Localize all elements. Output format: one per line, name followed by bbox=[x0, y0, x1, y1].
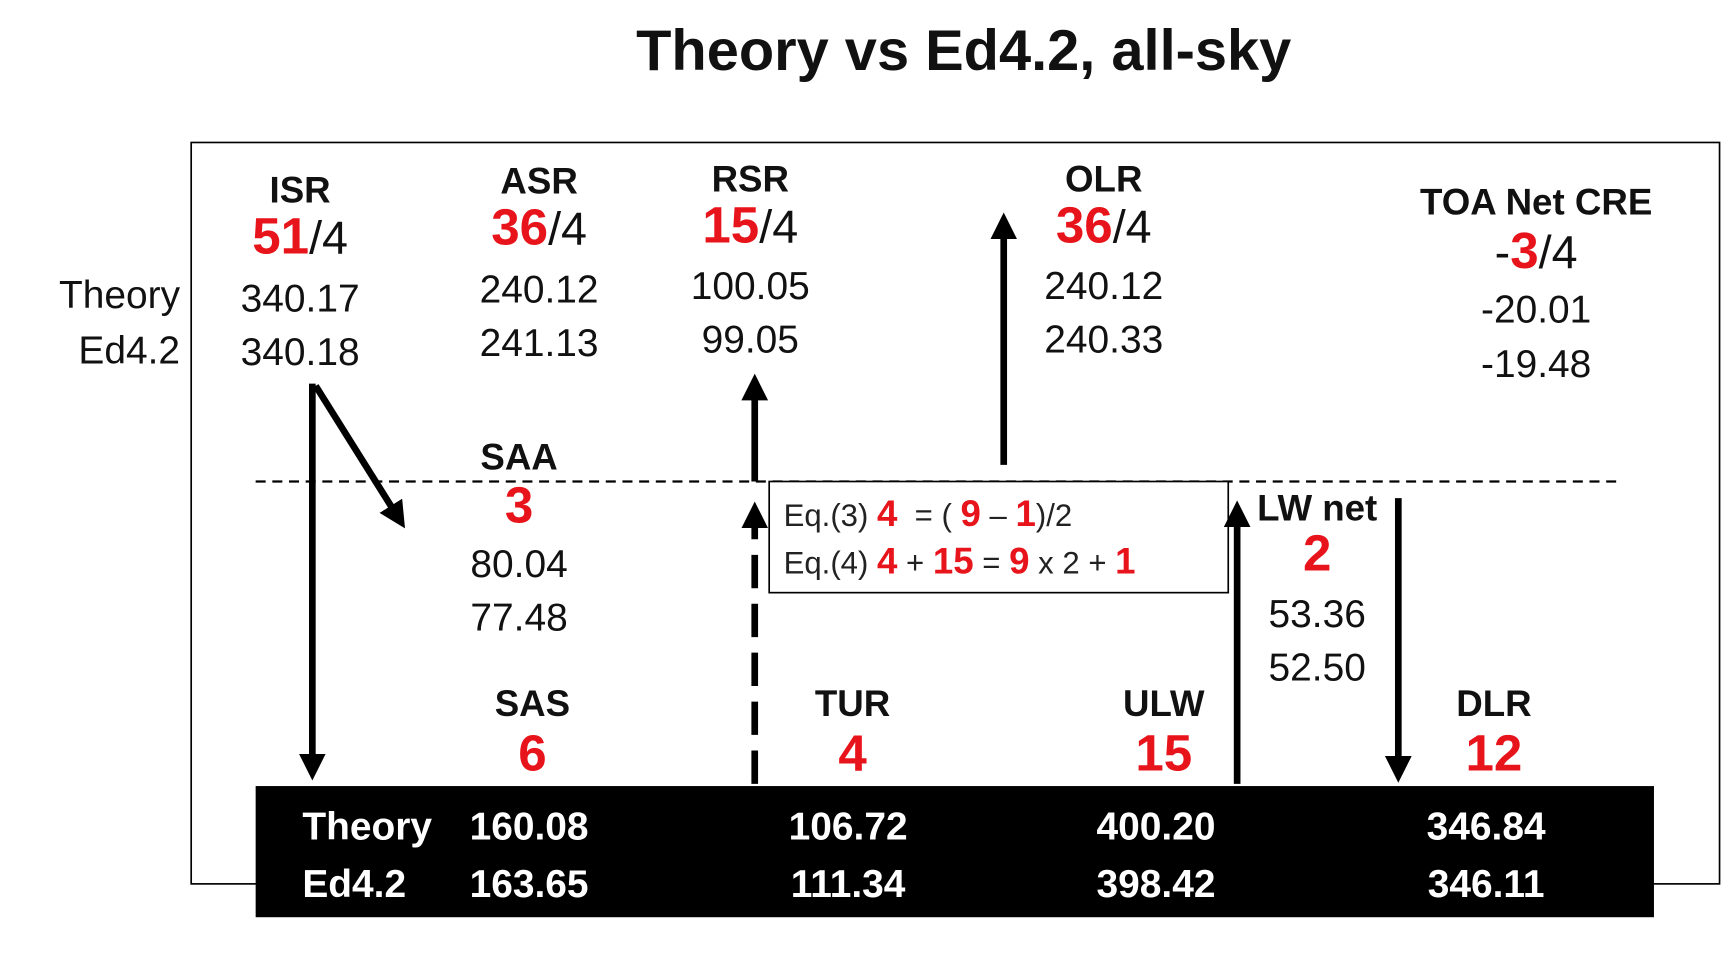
row-label: Theory bbox=[59, 274, 181, 317]
flux-name: OLR bbox=[1065, 158, 1142, 199]
equation-part: )/2 bbox=[1036, 498, 1072, 533]
flux-number: 4 bbox=[838, 724, 867, 781]
ed42-value: 52.50 bbox=[1269, 646, 1366, 689]
ratio-number: 51 bbox=[252, 208, 309, 265]
flux-name: ISR bbox=[270, 170, 331, 211]
arrow bbox=[312, 384, 406, 529]
ratio-denominator: /4 bbox=[309, 212, 348, 264]
theory-value: 106.72 bbox=[789, 805, 908, 848]
ed42-value: 77.48 bbox=[470, 596, 567, 639]
flux-ratio: 36/4 bbox=[1056, 197, 1152, 254]
theory-value: 100.05 bbox=[691, 265, 810, 308]
equation-part: 9 bbox=[1009, 541, 1029, 582]
equation-part: – bbox=[981, 498, 1016, 533]
equation-part: Eq.(3) bbox=[784, 498, 877, 533]
surface-label: Ed4.2 bbox=[302, 863, 406, 906]
theory-value: 400.20 bbox=[1097, 805, 1216, 848]
arrows bbox=[299, 212, 1412, 784]
ed42-value: 163.65 bbox=[470, 863, 589, 906]
ratio-number: 36 bbox=[491, 199, 548, 256]
equation-part: x 2 + bbox=[1030, 546, 1116, 581]
equation: Eq.(4) 4 + 15 = 9 x 2 + 1 bbox=[784, 541, 1136, 582]
theory-value: 340.17 bbox=[241, 277, 360, 320]
flux-ratio: 36/4 bbox=[491, 199, 587, 256]
theory-value: 160.08 bbox=[470, 805, 589, 848]
equation-part: 4 bbox=[877, 493, 898, 534]
ratio-number: 36 bbox=[1056, 197, 1113, 254]
flux-name: LW net bbox=[1257, 487, 1377, 528]
flux-number: 3 bbox=[505, 477, 533, 534]
equation-part: 1 bbox=[1016, 493, 1036, 534]
flux-name: SAS bbox=[495, 683, 570, 724]
flux-ratio: -3/4 bbox=[1495, 222, 1578, 279]
ed42-value: 99.05 bbox=[702, 319, 799, 362]
ratio-denominator: /4 bbox=[759, 201, 798, 253]
surface-bar bbox=[255, 786, 1654, 918]
theory-value: 53.36 bbox=[1269, 593, 1366, 636]
ratio-number: 3 bbox=[1510, 222, 1538, 279]
flux-name: TUR bbox=[815, 683, 890, 724]
title: Theory vs Ed4.2, all-sky bbox=[636, 19, 1291, 83]
theory-value: 80.04 bbox=[470, 543, 567, 586]
flux-ratio: 15/4 bbox=[702, 197, 798, 254]
ed42-value: -19.48 bbox=[1481, 343, 1591, 386]
row-label: Ed4.2 bbox=[78, 330, 180, 373]
theory-value: 240.12 bbox=[1044, 265, 1163, 308]
flux-name: ASR bbox=[500, 161, 577, 202]
theory-value: 346.84 bbox=[1427, 805, 1546, 848]
ed42-value: 346.11 bbox=[1428, 863, 1545, 906]
ed42-value: 111.34 bbox=[791, 863, 906, 906]
equation-part: 15 bbox=[933, 541, 974, 582]
equation-part: Eq.(4) bbox=[784, 546, 877, 581]
sign: - bbox=[1495, 226, 1511, 278]
flux-name: ULW bbox=[1123, 683, 1205, 724]
equation-box bbox=[768, 480, 1230, 594]
ratio-number: 15 bbox=[702, 197, 759, 254]
ratio-denominator: /4 bbox=[1539, 226, 1578, 278]
ed42-value: 240.33 bbox=[1044, 319, 1163, 362]
theory-value: 240.12 bbox=[480, 269, 599, 312]
equation-part: 9 bbox=[961, 493, 981, 534]
flux-name: RSR bbox=[712, 158, 789, 199]
equation-part: 4 bbox=[877, 541, 898, 582]
equation-part: + bbox=[897, 546, 932, 581]
flux-name: DLR bbox=[1456, 683, 1531, 724]
flux-number: 2 bbox=[1303, 524, 1331, 581]
flux-name: SAA bbox=[480, 436, 557, 477]
flux-number: 12 bbox=[1465, 724, 1522, 781]
surface-label: Theory bbox=[302, 805, 432, 848]
equation-part: 1 bbox=[1115, 541, 1135, 582]
equation-part: = ( bbox=[897, 498, 960, 533]
ratio-denominator: /4 bbox=[1113, 201, 1152, 253]
ed42-value: 398.42 bbox=[1097, 863, 1216, 906]
flux-number: 6 bbox=[518, 724, 546, 781]
ratio-denominator: /4 bbox=[548, 203, 587, 255]
flux-number: 15 bbox=[1135, 724, 1192, 781]
flux-name: TOA Net CRE bbox=[1420, 182, 1652, 223]
equation-part: = bbox=[974, 546, 1009, 581]
ed42-value: 340.18 bbox=[241, 331, 360, 374]
ed42-value: 241.13 bbox=[480, 322, 599, 365]
flux-ratio: 51/4 bbox=[252, 208, 348, 265]
equation: Eq.(3) 4 = ( 9 – 1)/2 bbox=[784, 493, 1073, 534]
theory-value: -20.01 bbox=[1481, 289, 1591, 332]
